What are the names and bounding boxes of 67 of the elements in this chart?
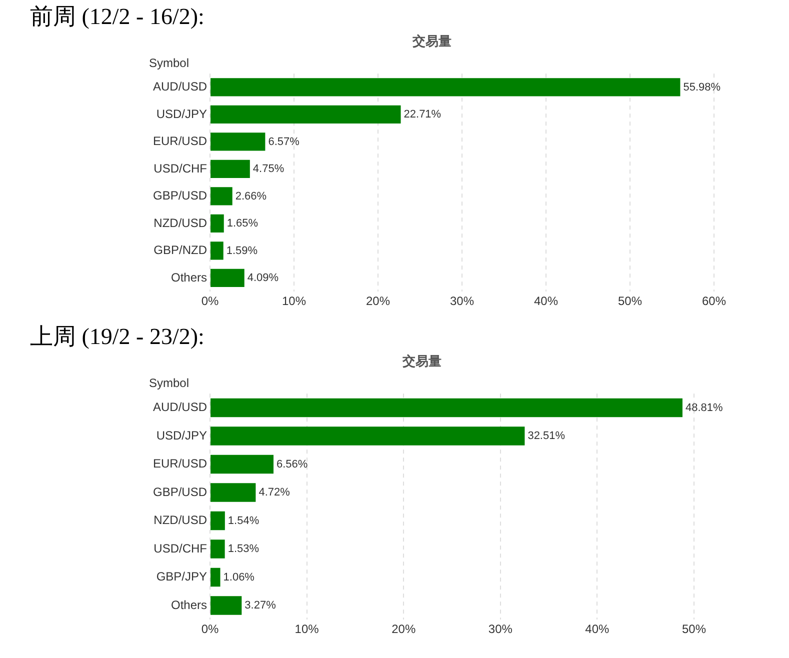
y-tick-label: NZD/USD [154,513,208,528]
y-axis-title: Symbol [149,56,190,70]
data-label: 6.57% [268,136,300,148]
bar [210,511,225,530]
y-tick-label: GBP/NZD [154,243,208,258]
data-label: 32.51% [528,430,566,442]
data-label: 1.53% [228,543,260,556]
bar [210,132,266,151]
x-tick-label: 30% [450,294,474,308]
y-tick-label: EUR/USD [152,456,208,471]
y-axis-title: Symbol [149,376,190,390]
y-tick-label: Others [170,270,208,284]
y-tick-label: GBP/JPY [156,570,208,584]
bar [210,78,680,96]
x-tick-label: 40% [585,622,610,636]
bar [210,242,224,260]
x-tick-label: 0% [201,622,220,636]
bar [210,426,525,446]
x-tick-label: 50% [682,622,706,636]
data-label: 4.75% [252,163,284,176]
bar [210,398,682,418]
bar [210,187,232,206]
y-tick-label: AUD/USD [152,400,208,414]
bar [210,160,250,178]
x-tick-label: 60% [702,294,726,308]
y-tick-label: NZD/USD [154,216,208,230]
y-tick-label: USD/JPY [156,428,208,442]
data-label: 1.65% [226,218,258,230]
y-tick-label: EUR/USD [152,134,208,148]
bar [210,268,244,288]
y-tick-label: USD/CHF [154,161,208,176]
data-label: 48.81% [685,402,724,414]
chart-title: 上周 (19/2 - 23/2): [29,323,206,351]
data-label: 4.72% [258,486,290,499]
chart-subtitle: 交易量 [412,33,452,48]
bar [210,105,401,124]
bar [210,568,220,587]
data-label: 2.66% [235,190,267,202]
chart-title: 前周 (12/2 - 16/2): [29,3,206,31]
bar [210,214,224,233]
bar [210,483,256,502]
data-label: 1.54% [228,514,260,527]
y-tick-label: Others [170,598,208,612]
x-tick-label: 20% [392,622,416,636]
x-tick-label: 0% [201,294,220,308]
y-tick-label: USD/JPY [156,106,208,121]
x-tick-label: 50% [618,294,642,308]
x-tick-label: 10% [294,622,320,636]
bar [210,540,225,558]
y-tick-label: GBP/USD [152,484,208,499]
y-tick-label: USD/CHF [154,541,208,556]
y-tick-label: GBP/USD [152,188,208,203]
data-label: 4.09% [247,272,279,284]
bar [210,596,242,615]
data-label: 6.56% [276,458,308,470]
x-tick-label: 20% [366,294,390,308]
data-label: 55.98% [683,81,721,94]
y-tick-label: AUD/USD [152,80,208,94]
x-tick-label: 10% [282,294,306,308]
data-label: 22.71% [404,108,442,121]
x-tick-label: 40% [534,294,558,308]
data-label: 1.06% [223,571,255,584]
data-label: 1.59% [226,244,258,257]
data-label: 3.27% [244,600,276,612]
chart-subtitle: 交易量 [402,353,442,368]
bar [210,454,274,474]
x-tick-label: 30% [488,622,513,636]
